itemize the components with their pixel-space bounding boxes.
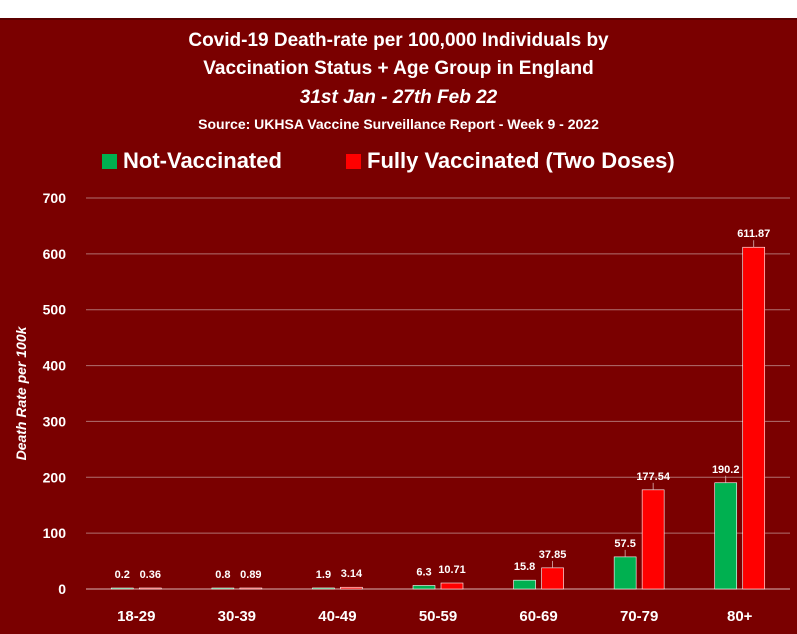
chart-subtitle: 31st Jan - 27th Feb 22 <box>299 87 498 108</box>
data-label: 3.14 <box>341 568 363 580</box>
data-label: 611.87 <box>737 228 770 240</box>
x-tick-label: 70-79 <box>620 608 658 625</box>
y-axis-label: Death Rate per 100k <box>13 325 29 460</box>
y-tick-label: 0 <box>58 581 66 597</box>
y-tick-label: 100 <box>43 525 67 541</box>
x-tick-label: 18-29 <box>117 608 155 625</box>
data-label: 15.8 <box>514 561 535 573</box>
data-label: 0.2 <box>115 569 130 581</box>
bar <box>641 489 665 590</box>
x-tick-label: 40-49 <box>318 608 356 625</box>
y-tick-label: 200 <box>43 469 67 485</box>
x-tick-label: 80+ <box>727 608 753 625</box>
legend-item-fully-vaccinated: Fully Vaccinated (Two Doses) <box>346 148 675 174</box>
legend-swatch-fully-vaccinated <box>346 153 361 169</box>
data-label: 0.89 <box>240 569 261 581</box>
data-label: 10.71 <box>438 564 466 576</box>
y-tick-label: 700 <box>43 190 67 206</box>
bar <box>340 586 363 590</box>
data-label: 37.85 <box>539 549 567 561</box>
data-label: 190.2 <box>712 464 740 476</box>
legend-label-fully-vaccinated: Fully Vaccinated (Two Doses) <box>367 148 675 173</box>
y-tick-label: 600 <box>43 246 67 262</box>
y-tick-label: 400 <box>43 358 67 374</box>
bar <box>211 587 235 590</box>
bar <box>513 579 536 590</box>
y-tick-label: 500 <box>43 302 67 318</box>
legend-label-not-vaccinated: Not-Vaccinated <box>123 148 282 173</box>
x-tick-label: 30-39 <box>218 608 256 625</box>
bar <box>613 556 637 590</box>
x-tick-label: 50-59 <box>419 608 457 625</box>
bar <box>742 246 766 590</box>
y-tick-label: 300 <box>43 413 67 429</box>
bar <box>440 582 464 590</box>
legend-item-not-vaccinated: Not-Vaccinated <box>102 148 282 174</box>
x-tick-label: 60-69 <box>519 608 557 625</box>
data-label: 1.9 <box>316 569 331 581</box>
data-label: 0.36 <box>140 569 161 581</box>
bar <box>110 587 134 590</box>
bar <box>412 585 436 590</box>
chart-title: Covid-19 Death-rate per 100,000 Individu… <box>188 30 609 51</box>
chart-title-line2: Vaccination Status + Age Group in Englan… <box>203 58 594 79</box>
bar <box>541 567 564 590</box>
bar <box>714 482 738 590</box>
data-label: 0.8 <box>215 569 230 581</box>
bar <box>312 587 335 590</box>
data-label: 57.5 <box>614 538 635 550</box>
bar <box>239 587 263 590</box>
legend-swatch-not-vaccinated <box>102 153 117 169</box>
chart-source: Source: UKHSA Vaccine Surveillance Repor… <box>198 116 599 132</box>
data-label: 6.3 <box>416 566 431 578</box>
bar <box>138 587 162 590</box>
data-label: 177.54 <box>636 471 671 483</box>
